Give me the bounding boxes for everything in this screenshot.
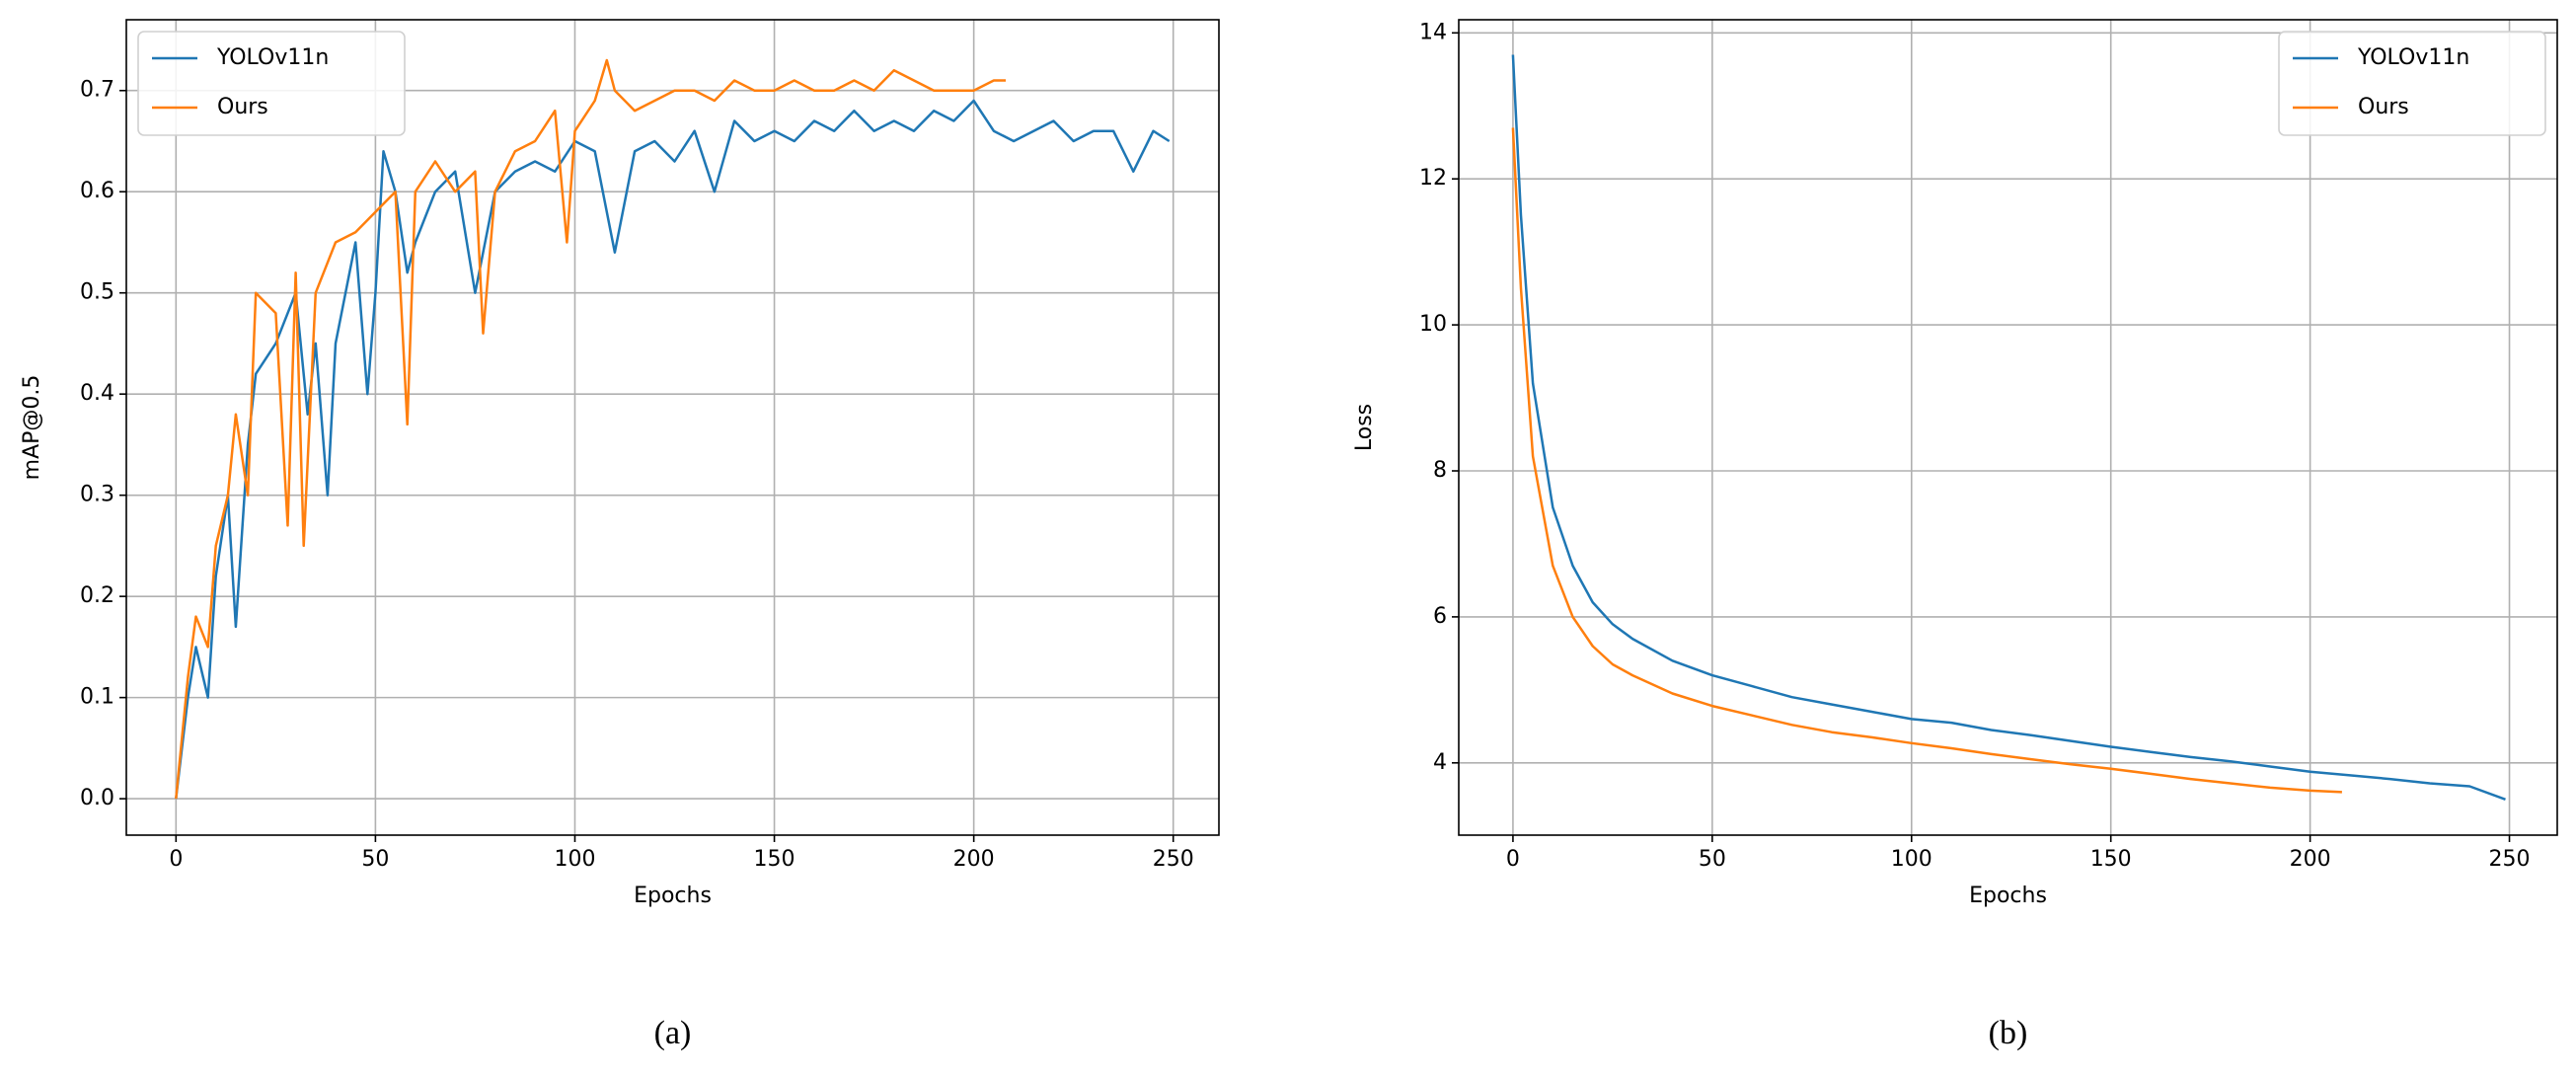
- y-axis-label: Loss: [1352, 404, 1377, 451]
- x-tick-label: 0: [169, 847, 183, 872]
- x-tick-label: 200: [953, 847, 995, 872]
- y-tick-label: 0.2: [80, 583, 114, 608]
- legend-label: Ours: [217, 95, 268, 119]
- series-line: [1511, 127, 2342, 794]
- legend-label: Ours: [2358, 95, 2409, 119]
- y-tick-label: 14: [1419, 20, 1447, 44]
- y-tick-label: 10: [1419, 312, 1447, 337]
- x-tick-label: 250: [2489, 847, 2531, 872]
- x-axis-label: Epochs: [634, 884, 712, 908]
- y-tick-label: 0.0: [80, 786, 114, 810]
- x-tick-label: 250: [1153, 847, 1194, 872]
- y-tick-label: 0.5: [80, 280, 114, 305]
- y-tick-label: 8: [1433, 458, 1447, 483]
- y-tick-label: 0.6: [80, 179, 114, 203]
- y-tick-label: 4: [1433, 750, 1447, 775]
- y-tick-label: 12: [1419, 166, 1447, 191]
- legend-box: [2278, 31, 2546, 136]
- x-tick-label: 50: [1699, 847, 1726, 872]
- legend-label: YOLOv11n: [2357, 45, 2469, 70]
- y-tick-label: 0.7: [80, 78, 114, 103]
- series-line: [175, 58, 1006, 800]
- x-tick-label: 200: [2290, 847, 2331, 872]
- y-tick-label: 0.1: [80, 685, 114, 710]
- legend-label: YOLOv11n: [216, 45, 329, 70]
- axes-frame: [1458, 19, 2558, 836]
- caption: (a): [654, 1015, 692, 1051]
- y-axis-label: mAP@0.5: [20, 375, 44, 481]
- x-tick-label: 100: [1891, 847, 1932, 872]
- axes-frame: [125, 19, 1220, 836]
- legend-box: [137, 31, 406, 136]
- y-tick-label: 0.3: [80, 483, 114, 507]
- y-tick-label: 0.4: [80, 381, 114, 406]
- x-tick-label: 150: [2090, 847, 2132, 872]
- x-tick-label: 100: [554, 847, 595, 872]
- series-line: [175, 99, 1171, 800]
- x-axis-label: Epochs: [1969, 884, 2047, 908]
- x-tick-label: 50: [361, 847, 389, 872]
- x-tick-label: 0: [1506, 847, 1520, 872]
- series-line: [1511, 54, 2506, 801]
- y-tick-label: 6: [1433, 604, 1447, 629]
- x-tick-label: 150: [754, 847, 796, 872]
- caption: (b): [1989, 1015, 2028, 1051]
